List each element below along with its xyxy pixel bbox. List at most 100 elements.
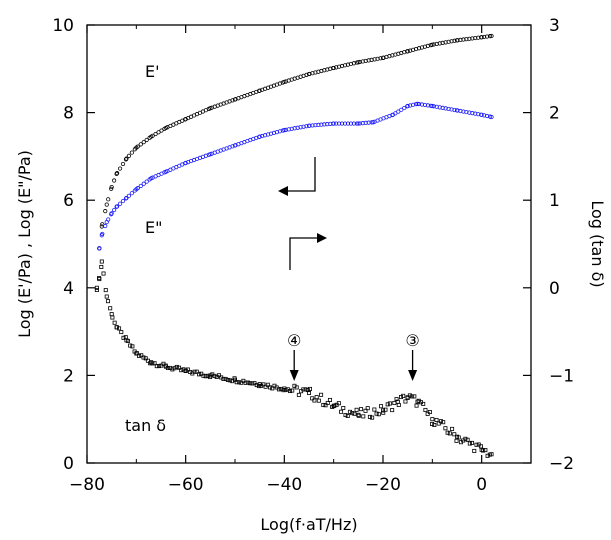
data-point	[243, 380, 248, 385]
data-point	[94, 285, 99, 290]
data-point	[99, 224, 104, 229]
data-point	[432, 422, 437, 427]
peak-marker-3: ③	[405, 331, 420, 381]
data-point	[99, 264, 104, 269]
data-point	[356, 412, 361, 417]
data-point	[208, 152, 213, 157]
data-point	[470, 36, 475, 41]
data-point	[134, 145, 139, 150]
peak-marker-4: ④	[287, 331, 301, 381]
data-point	[325, 122, 330, 127]
y-left-tick-label: 2	[63, 366, 74, 386]
y-left-tick-label: 6	[63, 191, 74, 211]
data-point	[148, 361, 153, 366]
data-point	[141, 181, 146, 186]
data-point	[482, 34, 487, 40]
data-point	[282, 386, 287, 391]
data-point	[124, 195, 129, 201]
data-point	[363, 408, 368, 413]
data-point	[124, 156, 129, 161]
data-point	[399, 107, 404, 112]
data-point	[199, 371, 204, 376]
data-point	[201, 373, 206, 378]
data-point	[325, 400, 330, 405]
data-point	[310, 396, 315, 401]
data-point	[163, 125, 169, 131]
x-axis-label: Log(f·aT/Hz)	[260, 515, 357, 534]
data-point	[479, 447, 484, 452]
data-point	[97, 277, 102, 282]
data-point	[154, 364, 159, 369]
data-point	[450, 426, 455, 431]
data-point	[124, 338, 129, 343]
data-point	[395, 399, 400, 404]
data-point	[390, 112, 395, 117]
data-point	[138, 183, 143, 189]
data-point	[473, 35, 478, 41]
data-point	[319, 392, 324, 397]
data-point	[232, 143, 238, 148]
data-point	[436, 421, 441, 426]
data-point	[126, 193, 132, 198]
data-point	[430, 417, 435, 422]
data-point	[447, 431, 452, 436]
data-point	[474, 442, 479, 447]
data-point	[129, 150, 134, 155]
data-point	[336, 401, 341, 406]
series-3	[94, 259, 494, 458]
data-point	[94, 287, 99, 292]
data-point	[454, 38, 460, 43]
data-point	[454, 108, 460, 113]
data-point	[332, 403, 337, 408]
data-point	[423, 407, 428, 412]
data-point	[371, 120, 376, 125]
data-point	[128, 343, 133, 348]
y-left-tick-label: 8	[63, 104, 74, 124]
data-point	[196, 372, 201, 377]
data-point	[470, 440, 475, 445]
y-left-tick-label: 0	[63, 454, 74, 474]
data-point	[402, 105, 407, 111]
data-point	[376, 412, 381, 417]
data-point	[331, 65, 336, 71]
data-point	[106, 197, 111, 202]
data-point	[110, 315, 115, 320]
data-point	[138, 142, 143, 147]
data-point	[410, 394, 415, 399]
data-point	[306, 71, 312, 77]
data-point	[208, 106, 213, 111]
data-point	[405, 395, 410, 400]
data-point	[341, 405, 346, 410]
data-point	[134, 351, 139, 356]
data-point	[412, 394, 417, 399]
data-point	[352, 411, 357, 416]
data-point	[109, 312, 114, 317]
data-point	[261, 382, 266, 387]
data-point	[174, 364, 179, 369]
data-point	[99, 233, 104, 238]
data-point	[380, 408, 385, 413]
data-point	[114, 204, 119, 209]
data-point	[365, 406, 370, 411]
data-point	[465, 437, 470, 442]
data-point	[467, 441, 472, 446]
data-point	[163, 364, 168, 369]
data-point	[144, 137, 149, 143]
data-point	[314, 395, 319, 400]
data-point	[143, 356, 148, 361]
data-point	[396, 402, 401, 407]
data-point	[288, 389, 293, 394]
data-point	[270, 386, 275, 391]
data-point	[203, 374, 208, 379]
data-point	[339, 121, 345, 126]
data-point	[484, 34, 490, 39]
data-point	[312, 398, 317, 403]
data-point	[163, 169, 169, 174]
data-point	[228, 378, 233, 383]
data-point	[232, 377, 237, 382]
data-point	[463, 436, 468, 441]
data-point	[464, 37, 469, 42]
data-point	[336, 121, 342, 126]
data-point	[438, 419, 443, 424]
data-point	[348, 121, 354, 126]
